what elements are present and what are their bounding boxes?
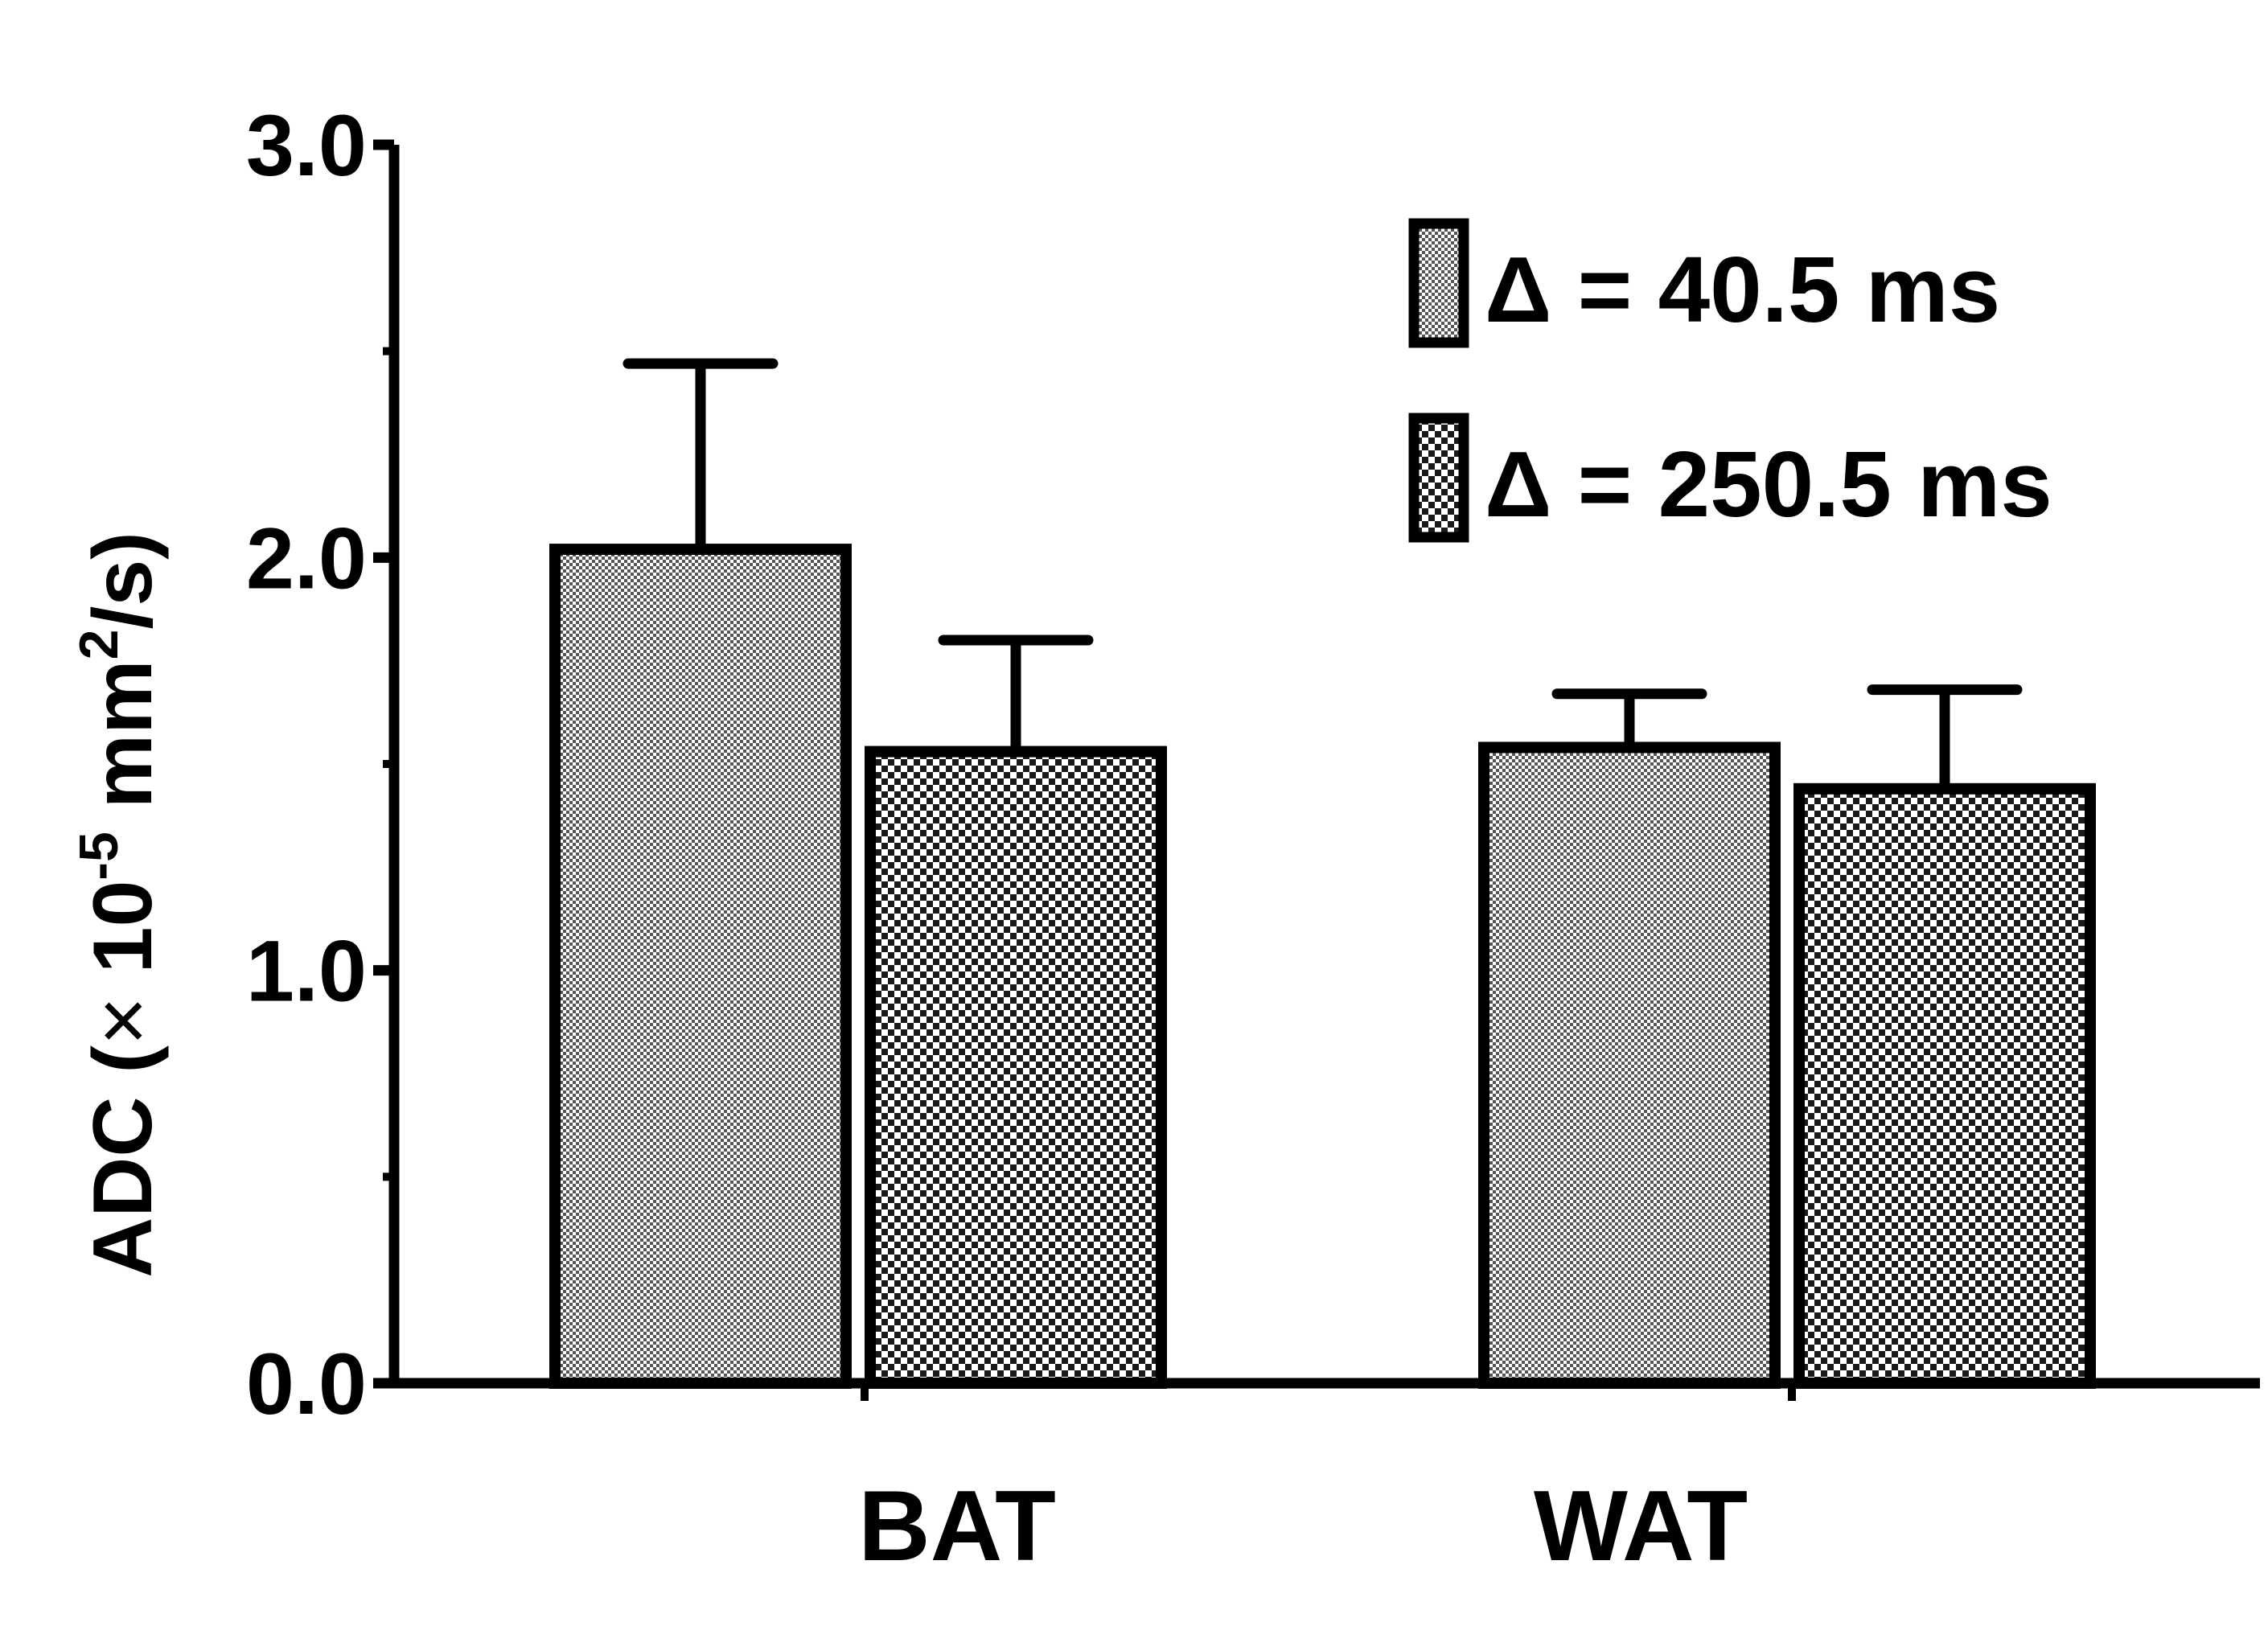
legend-swatch-250-5 [1408, 413, 1469, 543]
y-tick-label: 1.0 [246, 922, 367, 1020]
legend-swatch-40-5 [1408, 218, 1469, 348]
legend-label-250-5: Δ = 250.5 ms [1485, 432, 2052, 536]
y-tick-label: 3.0 [246, 97, 367, 194]
y-axis-label: ADC (× 10-5 mm2/s) [68, 532, 170, 1278]
category-label-bat: BAT [858, 1471, 1056, 1582]
legend: Δ = 40.5 ms Δ = 250.5 ms [1408, 218, 2052, 543]
bar-wat-series-1 [1478, 741, 1781, 1389]
legend-label-40-5: Δ = 40.5 ms [1485, 237, 2000, 342]
y-tick-label: 0.0 [246, 1335, 367, 1432]
bar-bat-series-1 [549, 544, 852, 1389]
bar-wat-series-2 [1793, 782, 2096, 1389]
category-label-wat: WAT [1534, 1471, 1748, 1582]
error-bars [622, 358, 2023, 789]
y-tick-label: 2.0 [246, 509, 367, 606]
bar-bat-series-2 [865, 745, 1167, 1389]
bars [549, 544, 2096, 1389]
